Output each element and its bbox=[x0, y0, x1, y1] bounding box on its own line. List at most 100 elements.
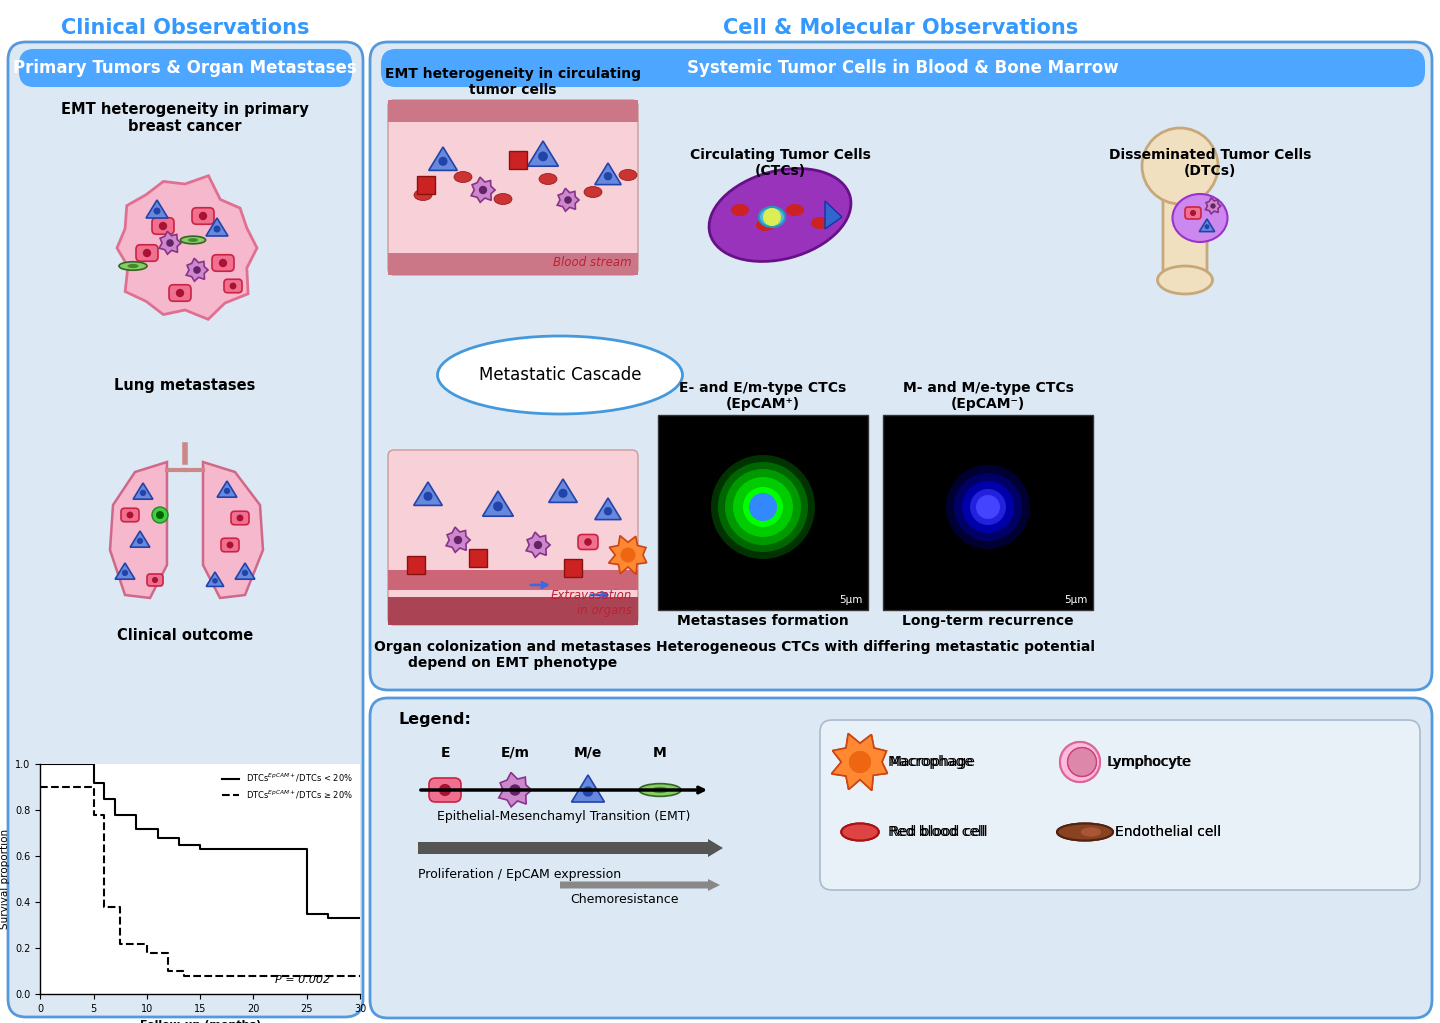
DTCs$^{EpCAM+}$/DTCs < 20% bbox=[95, 793, 112, 805]
Line: DTCs$^{EpCAM+}$/DTCs < 20%: DTCs$^{EpCAM+}$/DTCs < 20% bbox=[40, 764, 360, 919]
Circle shape bbox=[850, 751, 871, 773]
DTCs$^{EpCAM+}$/DTCs < 20% bbox=[298, 843, 315, 855]
Ellipse shape bbox=[841, 824, 878, 841]
DTCs$^{EpCAM+}$/DTCs ≥ 20% bbox=[95, 808, 112, 820]
Text: Extravasation
in organs: Extravasation in organs bbox=[550, 589, 632, 617]
Polygon shape bbox=[446, 527, 469, 552]
Text: Macrophage: Macrophage bbox=[888, 755, 973, 769]
Circle shape bbox=[763, 208, 780, 226]
DTCs$^{EpCAM+}$/DTCs < 20% bbox=[170, 832, 187, 844]
Polygon shape bbox=[471, 177, 495, 203]
Ellipse shape bbox=[1172, 194, 1227, 242]
Ellipse shape bbox=[539, 174, 557, 184]
Circle shape bbox=[724, 469, 801, 545]
DTCs$^{EpCAM+}$/DTCs < 20% bbox=[192, 843, 209, 855]
Text: Endothelial cell: Endothelial cell bbox=[1115, 825, 1221, 839]
Polygon shape bbox=[831, 733, 887, 791]
Ellipse shape bbox=[639, 784, 681, 796]
FancyBboxPatch shape bbox=[220, 538, 239, 551]
Text: Legend:: Legend: bbox=[397, 712, 471, 727]
Ellipse shape bbox=[494, 193, 513, 205]
Circle shape bbox=[213, 225, 220, 232]
FancyBboxPatch shape bbox=[469, 549, 487, 567]
Circle shape bbox=[226, 541, 233, 548]
Polygon shape bbox=[217, 481, 238, 497]
Circle shape bbox=[711, 455, 815, 559]
Circle shape bbox=[423, 492, 432, 501]
Ellipse shape bbox=[1081, 828, 1102, 837]
Text: Organ colonization and metastases
depend on EMT phenotype: Organ colonization and metastases depend… bbox=[374, 640, 651, 670]
Circle shape bbox=[193, 266, 200, 274]
FancyBboxPatch shape bbox=[192, 208, 215, 224]
DTCs$^{EpCAM+}$/DTCs < 20% bbox=[170, 839, 187, 851]
Ellipse shape bbox=[759, 207, 785, 227]
DTCs$^{EpCAM+}$/DTCs ≥ 20% bbox=[160, 966, 177, 978]
Circle shape bbox=[1211, 204, 1215, 209]
Polygon shape bbox=[130, 531, 150, 547]
Polygon shape bbox=[572, 775, 605, 802]
DTCs$^{EpCAM+}$/DTCs < 20% bbox=[95, 776, 112, 789]
Circle shape bbox=[127, 512, 134, 519]
Text: M: M bbox=[654, 746, 667, 760]
DTCs$^{EpCAM+}$/DTCs ≥ 20% bbox=[138, 947, 156, 960]
DTCs$^{EpCAM+}$/DTCs < 20% bbox=[192, 839, 209, 851]
Circle shape bbox=[953, 473, 1022, 541]
Ellipse shape bbox=[811, 217, 829, 229]
Circle shape bbox=[199, 212, 207, 220]
Text: Circulating Tumor Cells
(CTCs): Circulating Tumor Cells (CTCs) bbox=[690, 148, 870, 178]
Polygon shape bbox=[527, 141, 559, 166]
Circle shape bbox=[1060, 742, 1100, 782]
Circle shape bbox=[454, 536, 462, 544]
Circle shape bbox=[539, 151, 547, 162]
Circle shape bbox=[439, 784, 451, 796]
Text: Disseminated Tumor Cells
(DTCs): Disseminated Tumor Cells (DTCs) bbox=[1109, 148, 1312, 178]
Circle shape bbox=[1067, 748, 1096, 776]
Text: Macrophage: Macrophage bbox=[890, 755, 976, 769]
FancyBboxPatch shape bbox=[382, 50, 1424, 86]
Text: Epithelial-Mesenchamyl Transition (EMT): Epithelial-Mesenchamyl Transition (EMT) bbox=[438, 810, 691, 822]
Ellipse shape bbox=[415, 189, 432, 201]
Circle shape bbox=[166, 239, 174, 247]
DTCs$^{EpCAM+}$/DTCs < 20% bbox=[128, 822, 145, 835]
Circle shape bbox=[492, 501, 503, 512]
Polygon shape bbox=[413, 482, 442, 505]
FancyBboxPatch shape bbox=[370, 42, 1431, 690]
FancyBboxPatch shape bbox=[387, 597, 638, 625]
Polygon shape bbox=[115, 563, 135, 579]
Ellipse shape bbox=[189, 238, 197, 241]
DTCs$^{EpCAM+}$/DTCs < 20% bbox=[85, 776, 102, 789]
Ellipse shape bbox=[120, 262, 147, 270]
Ellipse shape bbox=[1057, 824, 1113, 841]
Ellipse shape bbox=[1158, 266, 1212, 294]
Circle shape bbox=[480, 186, 487, 194]
Text: Chemoresistance: Chemoresistance bbox=[570, 893, 678, 906]
FancyBboxPatch shape bbox=[408, 555, 425, 574]
Circle shape bbox=[122, 570, 128, 576]
Circle shape bbox=[176, 288, 184, 297]
Text: Red blood cell: Red blood cell bbox=[890, 825, 988, 839]
DTCs$^{EpCAM+}$/DTCs ≥ 20% bbox=[95, 900, 112, 913]
FancyBboxPatch shape bbox=[418, 176, 435, 194]
Circle shape bbox=[1060, 742, 1100, 782]
FancyBboxPatch shape bbox=[387, 450, 638, 625]
DTCs$^{EpCAM+}$/DTCs < 20% bbox=[148, 832, 166, 844]
Polygon shape bbox=[203, 462, 264, 598]
Polygon shape bbox=[160, 231, 181, 254]
DTCs$^{EpCAM+}$/DTCs < 20% bbox=[320, 913, 337, 925]
FancyBboxPatch shape bbox=[387, 100, 638, 275]
Text: Lymphocyte: Lymphocyte bbox=[1107, 755, 1192, 769]
Circle shape bbox=[1142, 128, 1218, 204]
Circle shape bbox=[143, 249, 151, 257]
Circle shape bbox=[585, 538, 592, 546]
Polygon shape bbox=[206, 572, 223, 586]
Legend: DTCs$^{EpCAM+}$/DTCs < 20%, DTCs$^{EpCAM+}$/DTCs ≥ 20%: DTCs$^{EpCAM+}$/DTCs < 20%, DTCs$^{EpCAM… bbox=[219, 768, 356, 804]
DTCs$^{EpCAM+}$/DTCs ≥ 20% bbox=[85, 808, 102, 820]
FancyBboxPatch shape bbox=[429, 779, 461, 802]
DTCs$^{EpCAM+}$/DTCs ≥ 20% bbox=[176, 966, 193, 978]
Ellipse shape bbox=[1057, 824, 1113, 841]
DTCs$^{EpCAM+}$/DTCs < 20% bbox=[320, 907, 337, 920]
Circle shape bbox=[154, 208, 160, 215]
Polygon shape bbox=[482, 491, 514, 517]
Polygon shape bbox=[186, 258, 207, 281]
Polygon shape bbox=[132, 483, 153, 499]
